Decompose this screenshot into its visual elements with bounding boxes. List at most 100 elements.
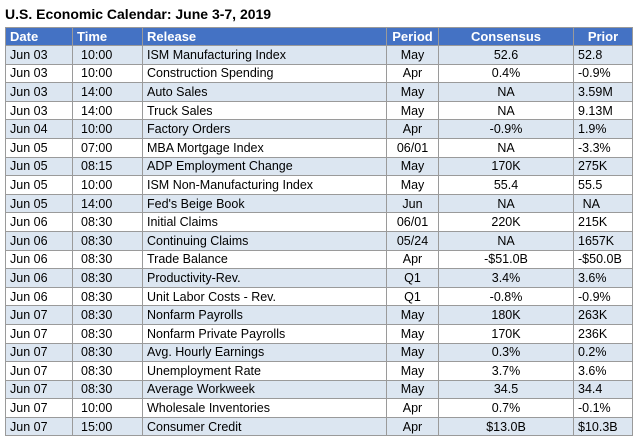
table-cell: Apr (386, 63, 439, 84)
table-cell: 15:00 (72, 416, 143, 437)
column-header: Prior (573, 27, 633, 46)
table-cell: Jun 05 (5, 156, 73, 177)
table-cell: 55.4 (438, 175, 574, 195)
table-cell: 55.5 (573, 175, 633, 195)
table-cell: Jun 04 (5, 119, 73, 139)
table-cell: May (386, 100, 439, 121)
table-cell: 07:00 (72, 137, 143, 158)
table-cell: 06/01 (386, 137, 439, 158)
table-cell: Avg. Hourly Earnings (142, 342, 387, 363)
table-row: Jun 07 08:30 Average Workweek May 34.5 34.4 (5, 379, 633, 400)
table-cell: $10.3B (573, 416, 633, 437)
table-row: Jun 05 08:15 ADP Employment Change May 170K 2… (5, 156, 633, 177)
table-cell: 10:00 (72, 45, 143, 65)
table-cell: 14:00 (72, 82, 143, 102)
table-cell: 52.8 (573, 45, 633, 65)
table-cell: Productivity-Rev. (142, 268, 387, 288)
table-cell: -0.9% (573, 286, 633, 307)
table-cell: Jun (386, 193, 439, 214)
table-cell: 08:30 (72, 323, 143, 344)
table-cell: 08:30 (72, 379, 143, 400)
table-cell: NA (438, 82, 574, 102)
table-cell: Apr (386, 119, 439, 139)
table-cell: NA (438, 230, 574, 251)
table-cell: May (386, 175, 439, 195)
table-cell: 1.9% (573, 119, 633, 139)
table-row: Jun 06 08:30 Initial Claims 06/01 220K 215K (5, 212, 633, 232)
table-body: Jun 03 10:00 ISM Manufacturing Index May 52.… (5, 45, 633, 437)
table-cell: -$50.0B (573, 249, 633, 270)
table-row: Jun 07 08:30 Unemployment Rate May 3.7% 3.6% (5, 361, 633, 381)
table-cell: Jun 07 (5, 379, 73, 400)
table-cell: Unit Labor Costs - Rev. (142, 286, 387, 307)
table-cell: 14:00 (72, 100, 143, 121)
table-cell: May (386, 305, 439, 325)
table-cell: Initial Claims (142, 212, 387, 232)
table-row: Jun 03 14:00 Auto Sales May NA 3.59M (5, 82, 633, 102)
table-cell: 275K (573, 156, 633, 177)
table-cell: Apr (386, 398, 439, 418)
table-cell: 10:00 (72, 119, 143, 139)
table-cell: Jun 05 (5, 193, 73, 214)
table-cell: 05/24 (386, 230, 439, 251)
table-cell: -0.9% (438, 119, 574, 139)
table-cell: Jun 07 (5, 305, 73, 325)
table-cell: Apr (386, 416, 439, 437)
table-cell: NA (573, 193, 633, 214)
table-row: Jun 06 08:30 Trade Balance Apr -$51.0B -$50.0… (5, 249, 633, 270)
table-cell: 08:30 (72, 268, 143, 288)
table-cell: May (386, 379, 439, 400)
table-cell: Jun 03 (5, 63, 73, 84)
table-cell: Jun 07 (5, 398, 73, 418)
table-cell: 10:00 (72, 175, 143, 195)
table-row: Jun 05 14:00 Fed's Beige Book Jun NA NA (5, 193, 633, 214)
table-cell: Construction Spending (142, 63, 387, 84)
table-cell: May (386, 342, 439, 363)
table-cell: Unemployment Rate (142, 361, 387, 381)
table-row: Jun 03 10:00 Construction Spending Apr 0.4% -… (5, 63, 633, 84)
table-cell: 263K (573, 305, 633, 325)
table-cell: ISM Manufacturing Index (142, 45, 387, 65)
table-cell: 9.13M (573, 100, 633, 121)
table-row: Jun 05 07:00 MBA Mortgage Index 06/01 NA -3.3… (5, 137, 633, 158)
table-cell: Jun 03 (5, 82, 73, 102)
table-cell: 08:30 (72, 249, 143, 270)
table-cell: 34.5 (438, 379, 574, 400)
table-cell: 1657K (573, 230, 633, 251)
table-row: Jun 05 10:00 ISM Non-Manufacturing Index Ma… (5, 175, 633, 195)
table-cell: 3.6% (573, 268, 633, 288)
column-header: Time (72, 27, 143, 46)
table-cell: 3.59M (573, 82, 633, 102)
table-cell: Jun 06 (5, 249, 73, 270)
table-cell: 34.4 (573, 379, 633, 400)
table-cell: 08:15 (72, 156, 143, 177)
table-cell: May (386, 82, 439, 102)
table-cell: May (386, 361, 439, 381)
table-row: Jun 06 08:30 Productivity-Rev. Q1 3.4% 3.6% (5, 268, 633, 288)
table-row: Jun 03 10:00 ISM Manufacturing Index May 52.… (5, 45, 633, 65)
table-cell: 08:30 (72, 361, 143, 381)
table-cell: Jun 03 (5, 100, 73, 121)
table-cell: Jun 07 (5, 342, 73, 363)
header-row: Date Time Release Period Consensus Prior (5, 27, 633, 46)
table-cell: 3.6% (573, 361, 633, 381)
table-cell: 180K (438, 305, 574, 325)
table-row: Jun 07 08:30 Nonfarm Private Payrolls May 17… (5, 323, 633, 344)
table-cell: 08:30 (72, 286, 143, 307)
table-cell: Truck Sales (142, 100, 387, 121)
table-cell: Jun 07 (5, 416, 73, 437)
table-cell: Trade Balance (142, 249, 387, 270)
table-cell: -0.1% (573, 398, 633, 418)
table-cell: $13.0B (438, 416, 574, 437)
table-cell: ADP Employment Change (142, 156, 387, 177)
table-cell: 0.3% (438, 342, 574, 363)
table-cell: May (386, 156, 439, 177)
table-cell: Continuing Claims (142, 230, 387, 251)
table-cell: 10:00 (72, 63, 143, 84)
table-cell: Jun 07 (5, 323, 73, 344)
table-cell: 06/01 (386, 212, 439, 232)
table-row: Jun 07 15:00 Consumer Credit Apr $13.0B $10.3… (5, 416, 633, 437)
table-cell: -0.8% (438, 286, 574, 307)
table-cell: NA (438, 100, 574, 121)
table-cell: 220K (438, 212, 574, 232)
